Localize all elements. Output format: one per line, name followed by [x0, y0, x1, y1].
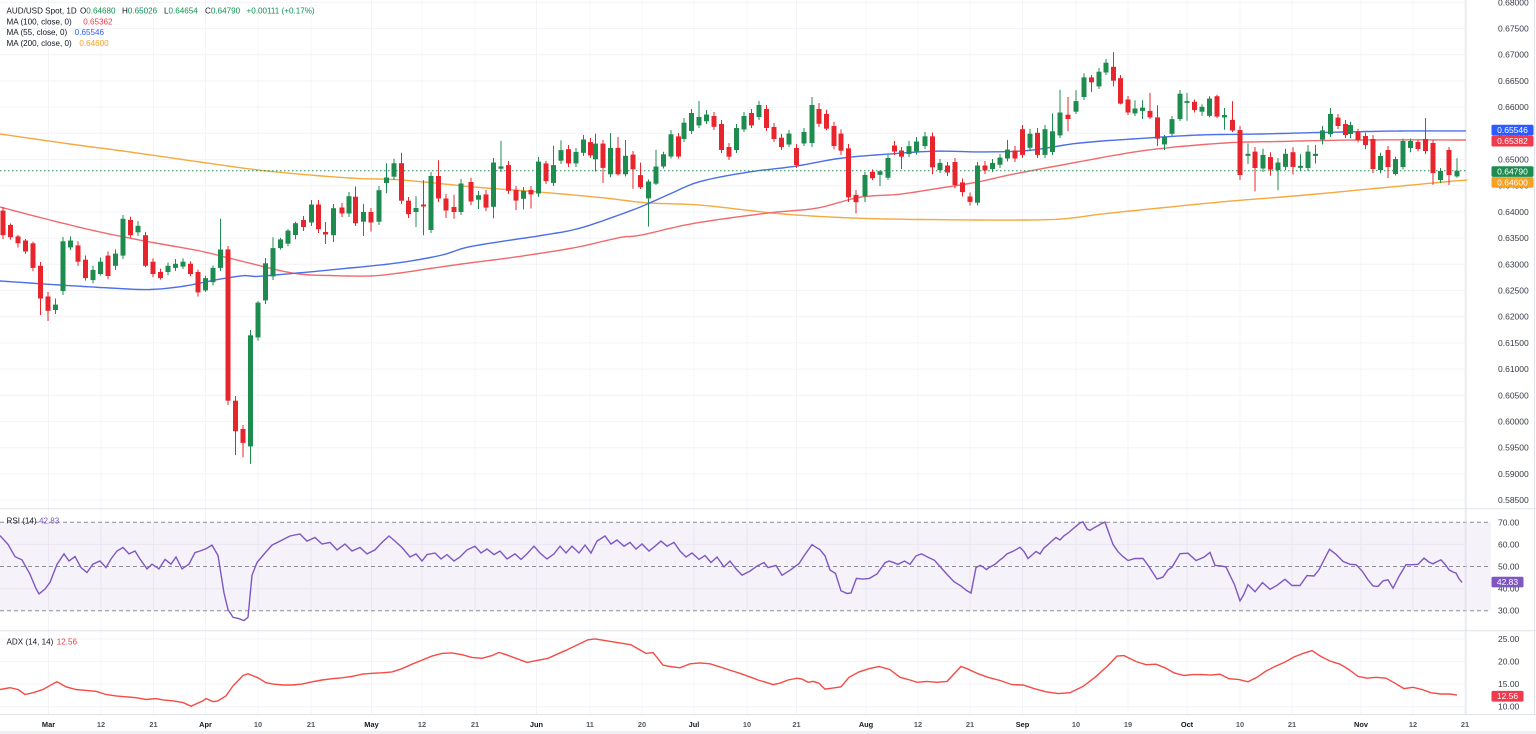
svg-text:60.00: 60.00 [1498, 539, 1520, 549]
svg-text:19: 19 [1124, 720, 1132, 729]
svg-text:O0.64680: O0.64680 [80, 6, 116, 15]
svg-text:21: 21 [471, 720, 479, 729]
svg-text:10: 10 [1072, 720, 1080, 729]
svg-text:0.60000: 0.60000 [1498, 417, 1529, 427]
svg-text:20: 20 [638, 720, 646, 729]
svg-text:0.65546: 0.65546 [1497, 125, 1528, 135]
svg-text:10: 10 [743, 720, 751, 729]
svg-text:12.56: 12.56 [1497, 691, 1519, 701]
svg-text:70.00: 70.00 [1498, 517, 1520, 527]
svg-text:0.67500: 0.67500 [1498, 24, 1529, 34]
svg-text:MA (200, close, 0) 0.64600: MA (200, close, 0) 0.64600 [7, 39, 110, 48]
svg-text:21: 21 [1461, 720, 1469, 729]
svg-text:Mar: Mar [42, 720, 55, 729]
svg-text:10.00: 10.00 [1498, 702, 1520, 712]
svg-text:25.00: 25.00 [1498, 634, 1520, 644]
svg-text:MA (55, close, 0) 0.65546: MA (55, close, 0) 0.65546 [7, 28, 105, 37]
svg-text:AUD/USD Spot, 1D: AUD/USD Spot, 1D [7, 6, 77, 15]
svg-text:Nov: Nov [1354, 720, 1369, 729]
svg-text:12: 12 [418, 720, 426, 729]
svg-text:MA (100, close, 0) 0.65362: MA (100, close, 0) 0.65362 [7, 17, 114, 26]
svg-text:0.67000: 0.67000 [1498, 50, 1529, 60]
svg-text:0.65382: 0.65382 [1497, 136, 1528, 146]
svg-text:0.61000: 0.61000 [1498, 364, 1529, 374]
svg-text:0.61500: 0.61500 [1498, 338, 1529, 348]
svg-text:0.64600: 0.64600 [1497, 177, 1528, 187]
svg-text:0.68000: 0.68000 [1498, 0, 1529, 7]
svg-text:0.62000: 0.62000 [1498, 312, 1529, 322]
svg-text:Sep: Sep [1016, 720, 1030, 729]
svg-text:42.83: 42.83 [1497, 577, 1519, 587]
svg-text:12: 12 [97, 720, 105, 729]
svg-text:21: 21 [792, 720, 800, 729]
svg-text:0.63000: 0.63000 [1498, 259, 1529, 269]
svg-text:21: 21 [149, 720, 157, 729]
svg-text:0.64790: 0.64790 [1497, 167, 1528, 177]
svg-text:50.00: 50.00 [1498, 562, 1520, 572]
svg-text:15.00: 15.00 [1498, 679, 1520, 689]
svg-text:Jul: Jul [689, 720, 700, 729]
svg-text:C0.64790: C0.64790 [205, 6, 241, 15]
svg-text:0.60500: 0.60500 [1498, 390, 1529, 400]
svg-text:30.00: 30.00 [1498, 606, 1520, 616]
svg-text:Jun: Jun [530, 720, 544, 729]
svg-text:21: 21 [307, 720, 315, 729]
svg-text:0.58500: 0.58500 [1498, 495, 1529, 505]
svg-text:0.65000: 0.65000 [1498, 155, 1529, 165]
svg-text:May: May [364, 720, 379, 729]
svg-text:40.00: 40.00 [1498, 584, 1520, 594]
svg-text:0.59500: 0.59500 [1498, 443, 1529, 453]
svg-text:H0.65026: H0.65026 [122, 6, 158, 15]
svg-text:Aug: Aug [859, 720, 874, 729]
svg-text:L0.64654: L0.64654 [164, 6, 198, 15]
svg-text:0.64000: 0.64000 [1498, 207, 1529, 217]
svg-text:0.63500: 0.63500 [1498, 233, 1529, 243]
svg-text:Oct: Oct [1181, 720, 1194, 729]
svg-text:0.66500: 0.66500 [1498, 76, 1529, 86]
svg-text:12: 12 [1409, 720, 1417, 729]
svg-text:+0.00111 (+0.17%): +0.00111 (+0.17%) [247, 6, 315, 15]
svg-text:21: 21 [1288, 720, 1296, 729]
svg-text:RSI (14) 42.83: RSI (14) 42.83 [7, 517, 60, 526]
svg-text:0.59000: 0.59000 [1498, 469, 1529, 479]
svg-text:11: 11 [586, 720, 594, 729]
svg-text:20.00: 20.00 [1498, 657, 1520, 667]
svg-text:Apr: Apr [199, 720, 212, 729]
svg-text:10: 10 [1236, 720, 1244, 729]
svg-text:12: 12 [914, 720, 922, 729]
svg-text:ADX (14, 14) 12.56: ADX (14, 14) 12.56 [7, 637, 78, 646]
svg-text:0.66000: 0.66000 [1498, 102, 1529, 112]
svg-text:10: 10 [254, 720, 262, 729]
svg-text:0.62500: 0.62500 [1498, 286, 1529, 296]
svg-text:21: 21 [966, 720, 974, 729]
